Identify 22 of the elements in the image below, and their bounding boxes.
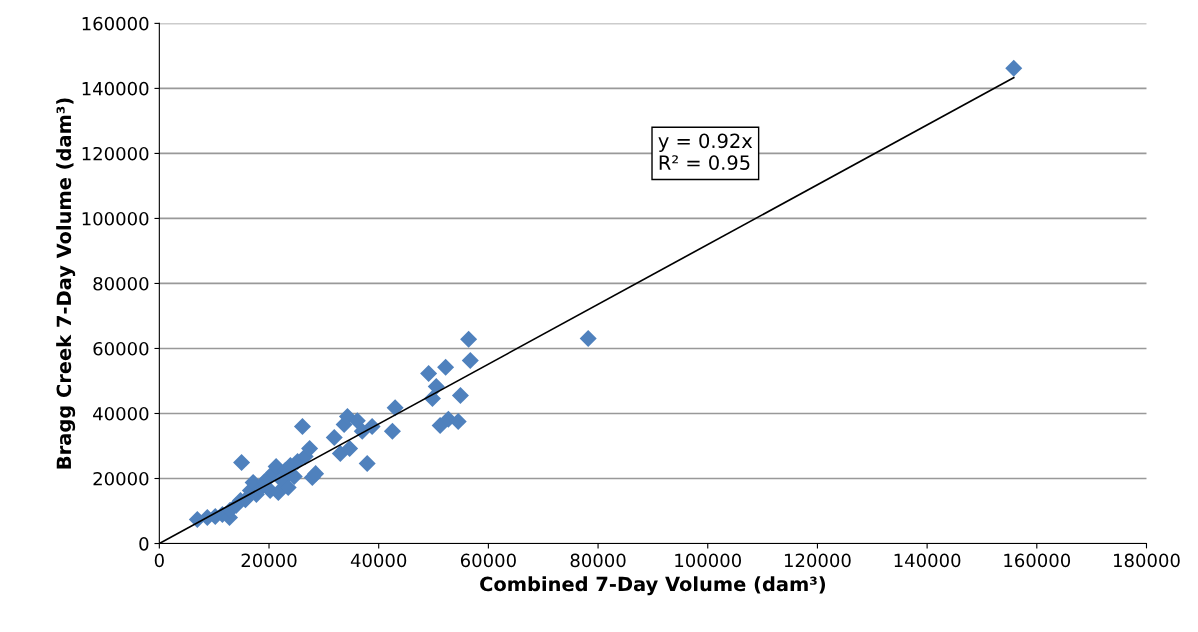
x-tick-label: 180000 — [1114, 553, 1180, 568]
y-tick-label: 120000 — [82, 146, 149, 161]
x-tick-label: 0 — [154, 553, 164, 568]
y-tick-label: 80000 — [93, 276, 149, 291]
y-tick-label: 140000 — [82, 81, 149, 96]
y-tick-label: 20000 — [93, 471, 149, 486]
x-axis-title: Combined 7-Day Volume (dam³) — [480, 576, 826, 596]
y-tick-label: 40000 — [93, 406, 149, 421]
annotation: y = 0.92x R² = 0.95 — [658, 133, 753, 170]
y-tick-label: 0 — [139, 536, 149, 551]
x-tick-label: 60000 — [460, 553, 516, 568]
y-tick-label: 100000 — [82, 211, 149, 226]
x-tick-label: 80000 — [570, 553, 626, 568]
x-tick-label: 140000 — [894, 553, 961, 568]
x-tick-label: 160000 — [1004, 553, 1071, 568]
y-tick-label: 60000 — [93, 341, 149, 356]
x-tick-label: 20000 — [241, 553, 297, 568]
y-axis-title: Bragg Creek 7-Day Volume (dam³) — [56, 98, 76, 469]
x-tick-label: 120000 — [784, 553, 851, 568]
x-tick-label: 40000 — [350, 553, 407, 568]
y-tick-label: 160000 — [82, 16, 149, 31]
x-tick-label: 100000 — [675, 553, 742, 568]
